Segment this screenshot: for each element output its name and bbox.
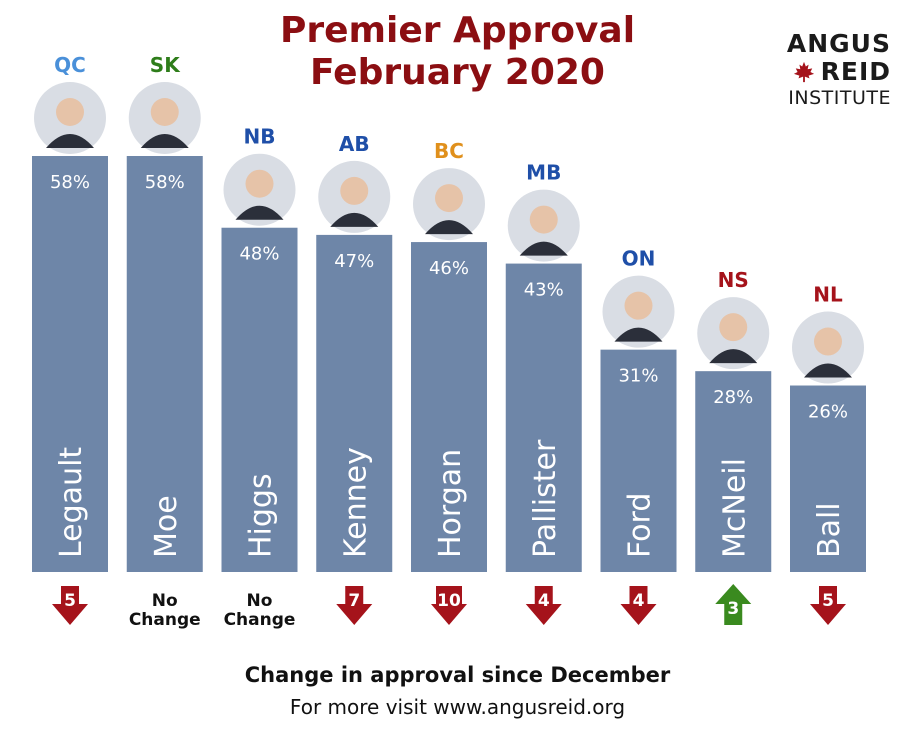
- province-label-bc: BC: [434, 139, 464, 163]
- province-label-mb: MB: [526, 161, 561, 185]
- change-down-arrow-pallister: [525, 586, 562, 625]
- premier-name-ball: Ball: [812, 502, 847, 558]
- change-value-higgs: No Change: [224, 591, 296, 630]
- premier-name-mcneil: McNeil: [717, 458, 752, 558]
- premier-name-horgan: Horgan: [433, 449, 468, 558]
- value-label-kenney: 47%: [334, 251, 374, 272]
- bar-ball: [790, 385, 866, 572]
- premier-portrait-ford: [602, 275, 675, 348]
- value-label-legault: 58%: [50, 172, 90, 193]
- premier-portrait-moe: [128, 82, 201, 154]
- change-caption: Change in approval since December: [244, 663, 671, 687]
- change-down-arrow-kenney: [336, 586, 373, 625]
- bar-higgs: [221, 227, 298, 573]
- premier-name-ford: Ford: [623, 493, 658, 558]
- bar-kenney: [316, 234, 393, 572]
- province-label-nl: NL: [813, 283, 843, 307]
- change-value-pallister: 4: [538, 591, 550, 611]
- premier-portrait-horgan: [413, 168, 485, 241]
- change-down-arrow-ball: [810, 586, 846, 625]
- title-line-2: February 2020: [310, 52, 605, 93]
- change-down-arrow-legault: [52, 586, 88, 625]
- premier-name-higgs: Higgs: [244, 473, 279, 558]
- province-label-nb: NB: [244, 125, 276, 149]
- premier-name-legault: Legault: [54, 447, 89, 558]
- change-down-arrow-horgan: [431, 586, 467, 625]
- change-up-arrow-mcneil: [715, 584, 752, 625]
- premier-name-moe: Moe: [149, 495, 184, 558]
- value-label-pallister: 43%: [524, 280, 564, 301]
- change-value-moe: No Change: [129, 591, 201, 630]
- value-label-mcneil: 28%: [713, 387, 753, 408]
- maple-leaf-icon: [793, 61, 814, 83]
- change-value-legault: 5: [64, 591, 76, 611]
- premier-portrait-ball: [792, 311, 864, 384]
- premier-portrait-kenney: [318, 160, 391, 233]
- bar-moe: [126, 156, 203, 572]
- value-label-higgs: 48%: [239, 244, 279, 265]
- change-value-ball: 5: [822, 591, 834, 611]
- value-label-ball: 26%: [808, 402, 848, 423]
- premier-name-kenney: Kenney: [338, 447, 373, 558]
- province-label-ns: NS: [718, 268, 749, 292]
- logo-line-1: ANGUS: [786, 29, 891, 58]
- bar-pallister: [505, 263, 582, 572]
- value-label-ford: 31%: [618, 366, 658, 387]
- premier-portrait-higgs: [223, 153, 296, 226]
- province-label-qc: QC: [54, 53, 86, 77]
- province-label-on: ON: [622, 247, 656, 271]
- angus-reid-logo: ANGUS REID INSTITUTE: [761, 30, 891, 110]
- bar-legault: [32, 156, 108, 572]
- change-value-kenney: 7: [348, 591, 360, 611]
- logo-line-2: REID: [820, 57, 891, 86]
- change-value-mcneil: 3: [727, 599, 739, 619]
- bar-horgan: [411, 242, 487, 572]
- bar-ford: [600, 349, 677, 572]
- premier-portrait-pallister: [507, 189, 580, 262]
- value-label-horgan: 46%: [429, 258, 469, 279]
- premier-name-pallister: Pallister: [528, 439, 563, 558]
- value-label-moe: 58%: [145, 172, 185, 193]
- title-line-1: Premier Approval: [279, 10, 636, 51]
- bar-mcneil: [695, 371, 772, 572]
- premier-portrait-mcneil: [697, 297, 770, 370]
- premier-portrait-legault: [34, 82, 106, 154]
- change-value-ford: 4: [633, 591, 645, 611]
- website-link[interactable]: For more visit www.angusreid.org: [289, 695, 626, 719]
- change-value-horgan: 10: [437, 591, 461, 611]
- change-down-arrow-ford: [620, 586, 657, 625]
- province-label-ab: AB: [339, 132, 370, 156]
- province-label-sk: SK: [150, 53, 181, 77]
- chart-title: Premier Approval February 2020: [200, 10, 715, 94]
- logo-line-3: INSTITUTE: [788, 87, 891, 109]
